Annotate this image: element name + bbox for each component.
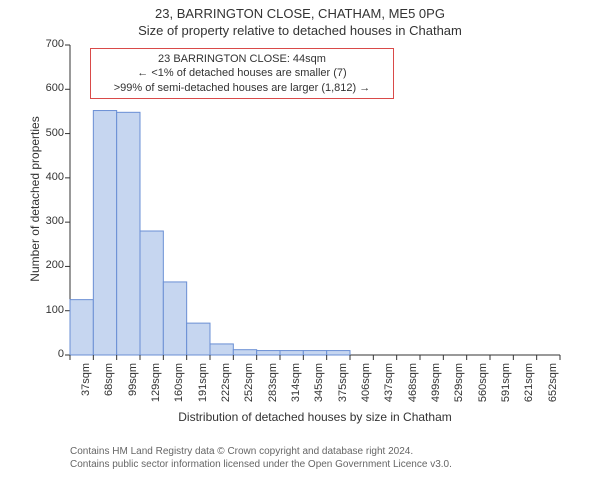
y-tick-label: 300 <box>36 215 64 227</box>
x-tick-label: 99sqm <box>127 363 139 413</box>
footer: Contains HM Land Registry data © Crown c… <box>70 445 452 471</box>
y-tick-label: 600 <box>36 82 64 94</box>
y-tick-label: 400 <box>36 171 64 183</box>
x-tick-label: 560sqm <box>477 363 489 413</box>
x-tick-label: 252sqm <box>243 363 255 413</box>
x-tick-label: 621sqm <box>523 363 535 413</box>
x-tick-label: 191sqm <box>197 363 209 413</box>
x-tick-label: 437sqm <box>383 363 395 413</box>
y-tick-label: 0 <box>36 348 64 360</box>
x-tick-label: 283sqm <box>267 363 279 413</box>
x-tick-label: 406sqm <box>360 363 372 413</box>
x-tick-label: 375sqm <box>337 363 349 413</box>
x-tick-label: 37sqm <box>80 363 92 413</box>
footer-line-2: Contains public sector information licen… <box>70 458 452 471</box>
x-tick-label: 591sqm <box>500 363 512 413</box>
x-tick-label: 529sqm <box>453 363 465 413</box>
x-tick-label: 468sqm <box>407 363 419 413</box>
y-tick-label: 100 <box>36 304 64 316</box>
x-tick-label: 222sqm <box>220 363 232 413</box>
histogram-chart <box>0 0 580 365</box>
y-tick-label: 200 <box>36 259 64 271</box>
x-tick-label: 129sqm <box>150 363 162 413</box>
x-tick-label: 652sqm <box>547 363 559 413</box>
footer-line-1: Contains HM Land Registry data © Crown c… <box>70 445 452 458</box>
y-tick-label: 500 <box>36 127 64 139</box>
x-axis-label: Distribution of detached houses by size … <box>70 410 560 424</box>
x-tick-label: 160sqm <box>173 363 185 413</box>
x-tick-label: 68sqm <box>103 363 115 413</box>
y-tick-label: 700 <box>36 38 64 50</box>
x-tick-label: 345sqm <box>313 363 325 413</box>
x-tick-label: 499sqm <box>430 363 442 413</box>
x-tick-label: 314sqm <box>290 363 302 413</box>
